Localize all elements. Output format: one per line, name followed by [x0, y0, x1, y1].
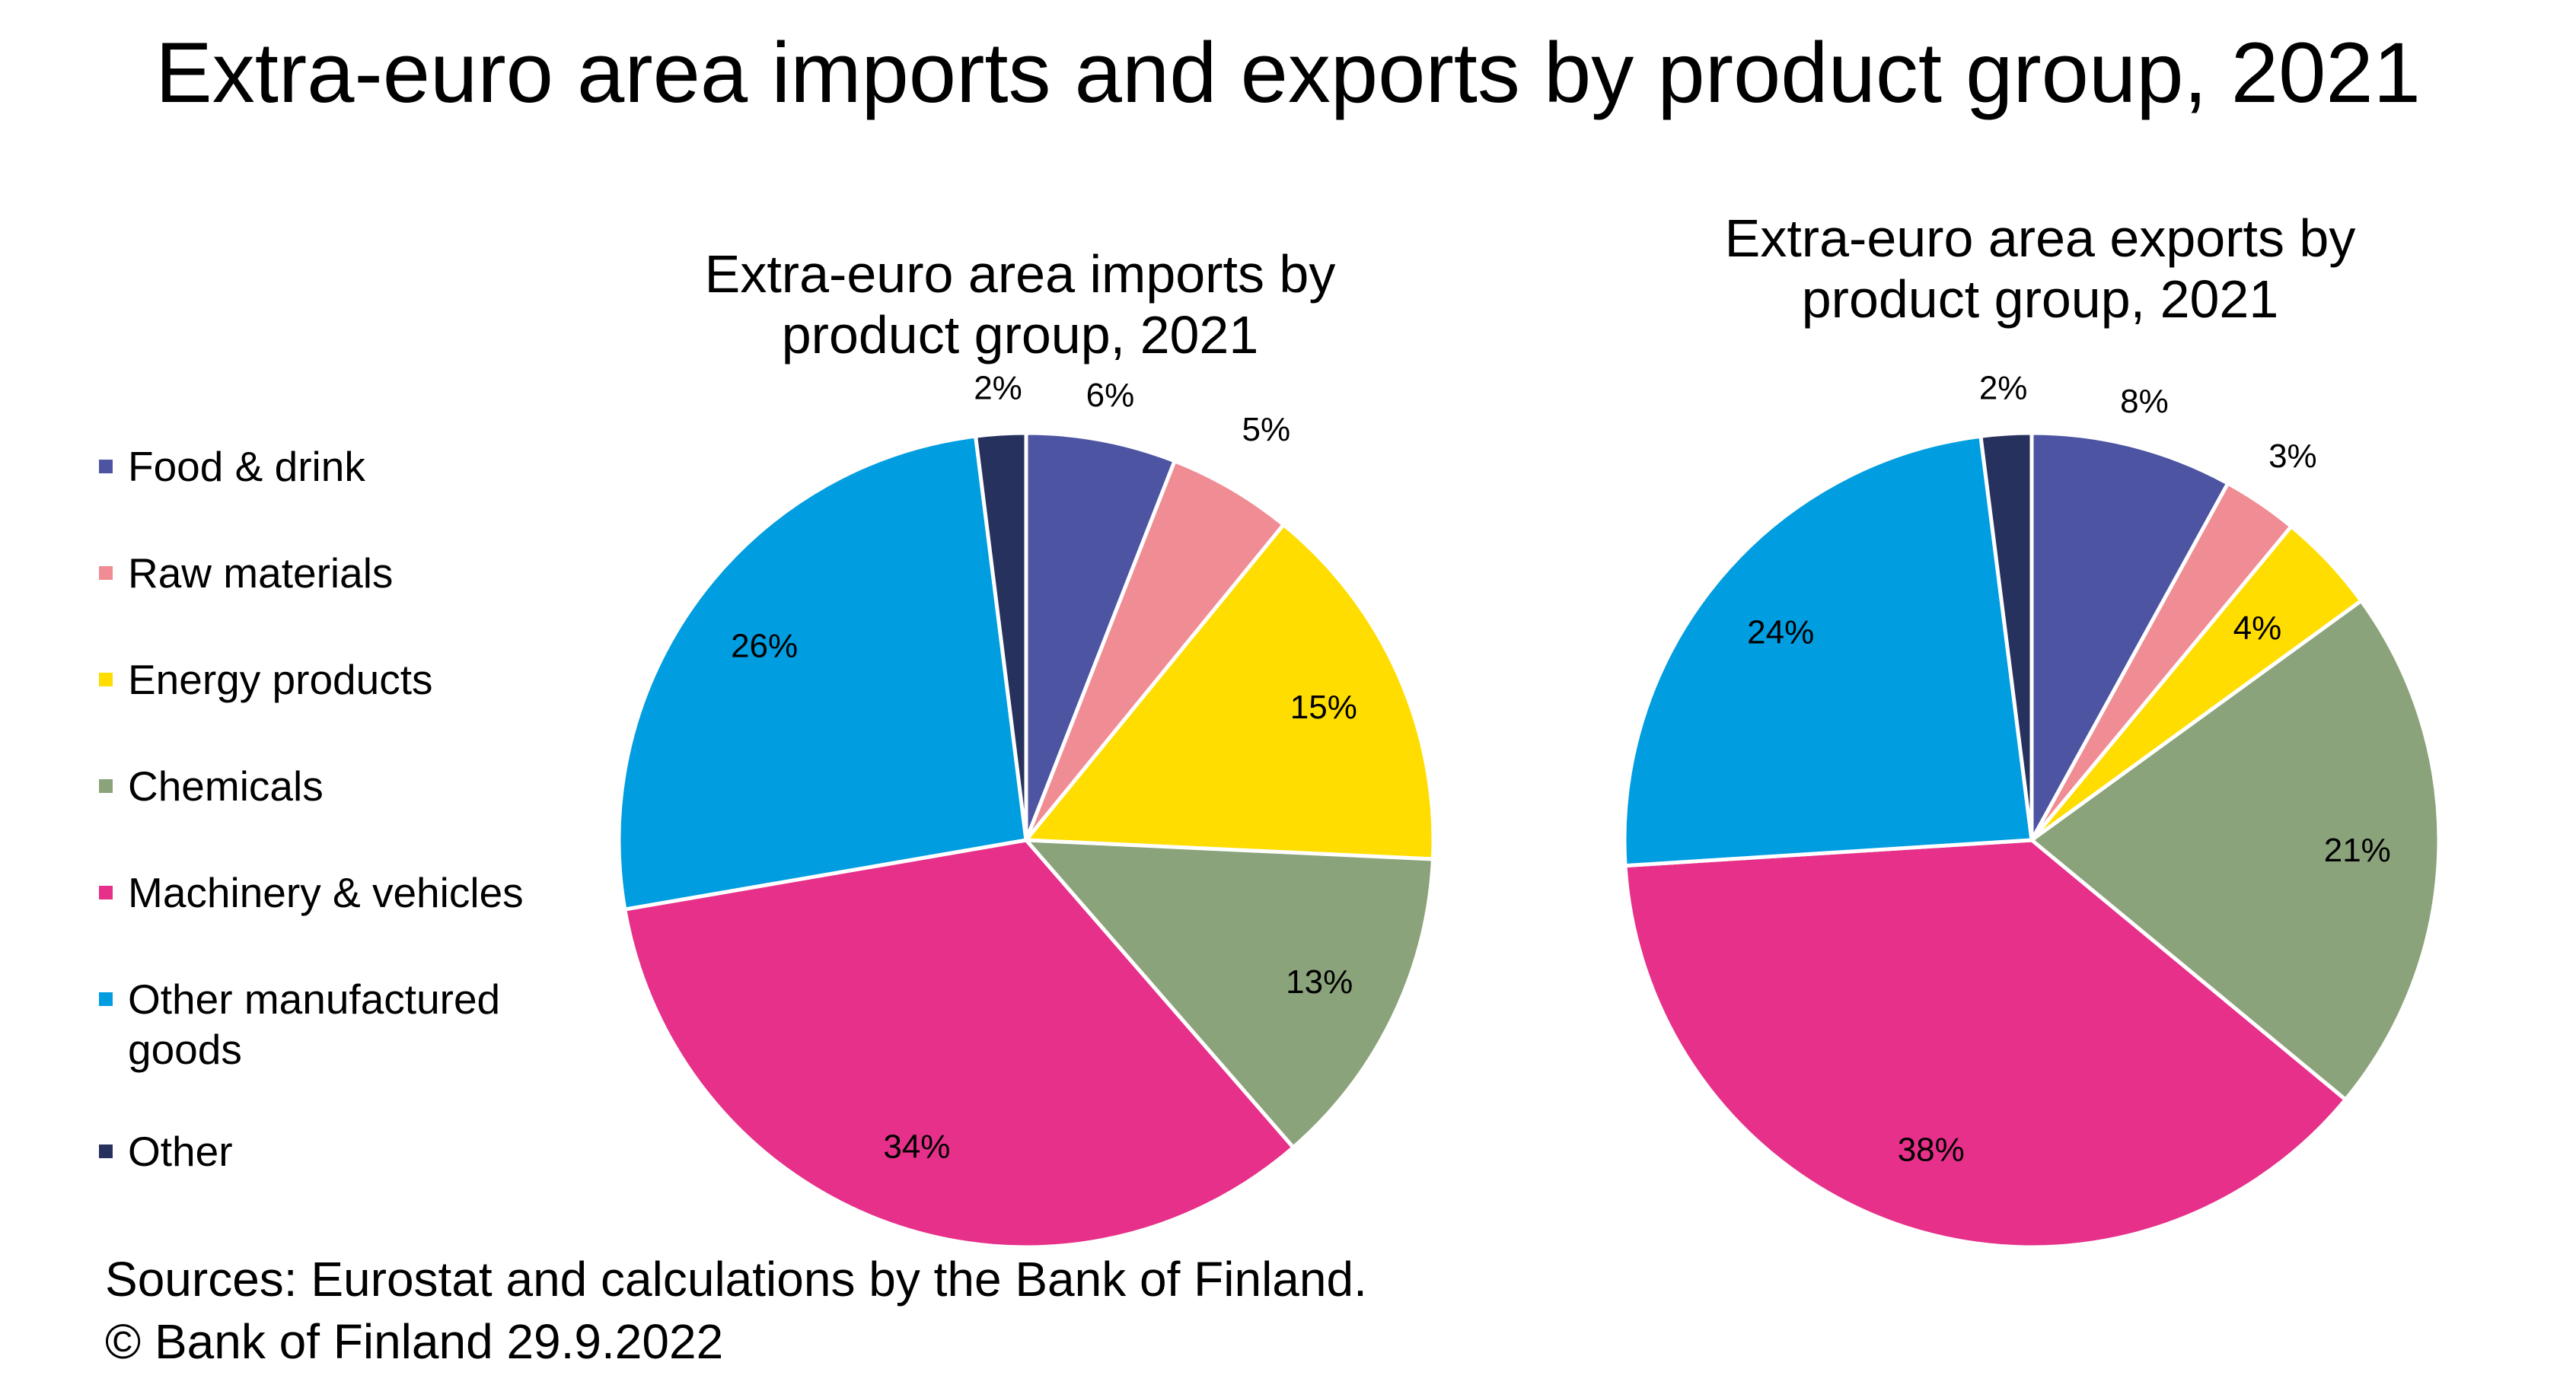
- pie-slice-label: 24%: [1747, 614, 1814, 651]
- footer-copyright: © Bank of Finland 29.9.2022: [105, 1314, 724, 1369]
- pie-slice: [2029, 431, 2230, 842]
- legend-swatch: [99, 460, 113, 473]
- legend-swatch: [99, 566, 113, 580]
- pie-slice-label: 34%: [883, 1129, 950, 1166]
- legend-label: Chemicals: [128, 762, 324, 810]
- pie-slice-label: 8%: [2120, 383, 2169, 420]
- pie-slice: [1024, 459, 1286, 842]
- legend-swatch: [99, 1144, 113, 1158]
- pie-slice-label: 3%: [2268, 438, 2317, 475]
- legend-swatch: [99, 779, 113, 793]
- pie-slice-label: 5%: [1242, 411, 1291, 448]
- pie-slice-label: 13%: [1286, 963, 1353, 1001]
- imports-chart-title: Extra-euro area imports by product group…: [548, 244, 1492, 365]
- footer: Sources: Eurostat and calculations by th…: [105, 1248, 1367, 1373]
- legend-label: Food & drink: [128, 443, 365, 490]
- pie-slice-label: 2%: [1979, 370, 2028, 407]
- pie-slice-label: 6%: [1086, 377, 1135, 414]
- pie-slice: [1024, 522, 1436, 861]
- imports-chart-title-line-1: Extra-euro area imports by: [704, 244, 1336, 304]
- legend-swatch: [99, 886, 113, 899]
- exports-chart-title-line-2: product group, 2021: [1801, 269, 2279, 329]
- pie-slice: [623, 838, 1296, 1250]
- exports-chart-title: Extra-euro area exports by product group…: [1568, 208, 2512, 329]
- footer-sources: Sources: Eurostat and calculations by th…: [105, 1252, 1367, 1307]
- pie-slice-label: 2%: [974, 370, 1022, 407]
- pie-slice: [617, 434, 1028, 912]
- pie-slice: [974, 431, 1028, 842]
- pie-slice: [1622, 434, 2034, 868]
- pie-slice: [1024, 431, 1177, 842]
- pie-slice-label: 4%: [2233, 610, 2282, 647]
- pie-slice: [1024, 838, 1435, 1150]
- pie-slice: [2029, 599, 2441, 1102]
- page-title: Extra-euro area imports and exports by p…: [155, 25, 2421, 120]
- legend-label: Raw materials: [128, 549, 394, 597]
- legend-label: Other: [128, 1128, 233, 1175]
- legend-label: Energy products: [128, 656, 433, 703]
- legend-label: Other manufactured goods: [128, 976, 501, 1073]
- pie-slice: [1623, 838, 2348, 1250]
- pie-slice: [1978, 431, 2034, 842]
- pie-slice-label: 15%: [1290, 689, 1357, 726]
- legend-swatch: [99, 673, 113, 686]
- exports-chart-title-line-1: Extra-euro area exports by: [1724, 209, 2356, 268]
- pie-slice-label: 21%: [2324, 832, 2391, 869]
- pie-slice-label: 26%: [731, 628, 798, 665]
- imports-chart-title-line-2: product group, 2021: [781, 305, 1259, 365]
- legend-swatch: [99, 992, 113, 1006]
- legend: Food & drink Raw materials Energy products…: [99, 441, 586, 1175]
- pie-slice-label: 38%: [1898, 1132, 1965, 1169]
- legend-label: Machinery & vehicles: [128, 869, 524, 916]
